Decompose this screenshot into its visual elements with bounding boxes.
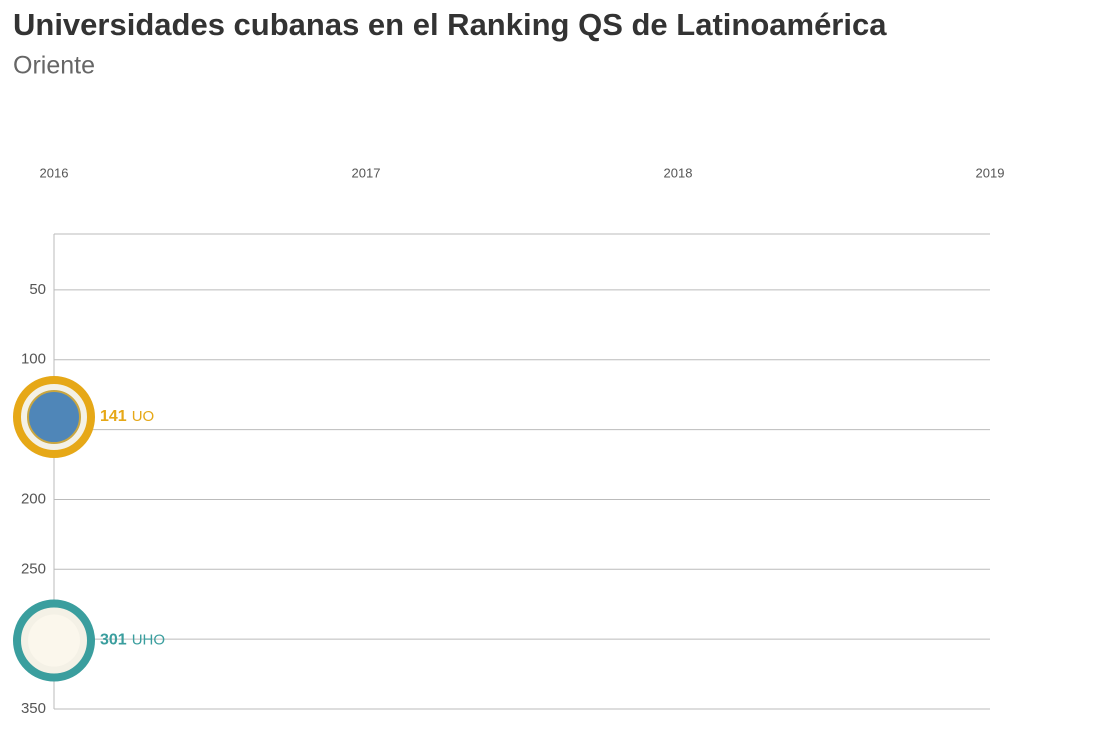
data-label-name: UHO — [132, 632, 165, 649]
y-tick-label: 100 — [21, 351, 46, 368]
x-tick-label: 2016 — [40, 165, 69, 180]
data-label-name: UO — [132, 408, 155, 425]
marker-inner — [28, 614, 80, 667]
y-tick-label: 50 — [29, 281, 46, 298]
y-tick-label: 350 — [21, 700, 46, 717]
x-tick-label: 2017 — [352, 165, 381, 180]
y-tick-label: 200 — [21, 490, 46, 507]
data-label-value: 301 — [100, 632, 127, 649]
chart-subtitle: Oriente — [13, 52, 95, 80]
y-tick-label: 250 — [21, 560, 46, 577]
x-tick-label: 2019 — [976, 165, 1005, 180]
data-label: 301 UHO — [100, 632, 165, 649]
marker-inner — [27, 390, 81, 445]
data-label-value: 141 — [100, 408, 127, 425]
data-label: 141 UO — [100, 408, 154, 425]
x-tick-label: 2018 — [664, 165, 693, 180]
chart-title: Universidades cubanas en el Ranking QS d… — [13, 7, 887, 42]
